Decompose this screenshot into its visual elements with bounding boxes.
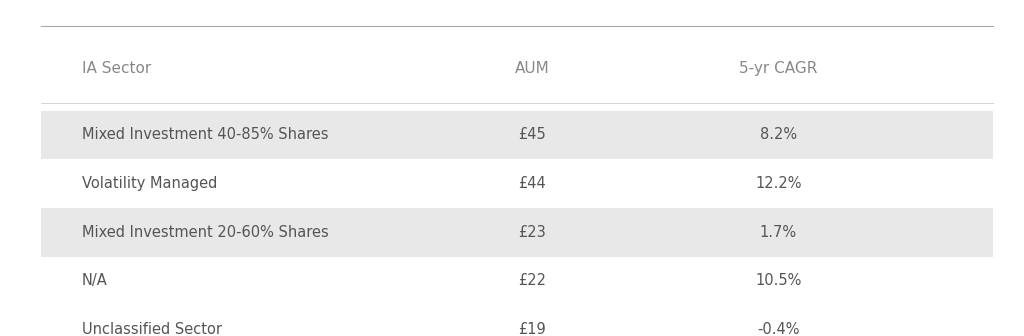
- Text: £22: £22: [518, 274, 547, 288]
- Text: 5-yr CAGR: 5-yr CAGR: [739, 61, 817, 76]
- Text: Mixed Investment 20-60% Shares: Mixed Investment 20-60% Shares: [82, 225, 329, 240]
- Text: 12.2%: 12.2%: [755, 176, 802, 191]
- Bar: [41, 111, 993, 159]
- Text: -0.4%: -0.4%: [757, 322, 800, 336]
- Text: £23: £23: [518, 225, 547, 240]
- Bar: [41, 208, 993, 257]
- Text: £19: £19: [518, 322, 547, 336]
- Text: Unclassified Sector: Unclassified Sector: [82, 322, 222, 336]
- Text: £44: £44: [518, 176, 547, 191]
- Text: AUM: AUM: [515, 61, 550, 76]
- Text: IA Sector: IA Sector: [82, 61, 152, 76]
- Text: £45: £45: [518, 127, 547, 142]
- Text: Volatility Managed: Volatility Managed: [82, 176, 217, 191]
- Bar: [41, 305, 993, 336]
- Bar: [41, 257, 993, 305]
- Text: Mixed Investment 40-85% Shares: Mixed Investment 40-85% Shares: [82, 127, 329, 142]
- Text: 1.7%: 1.7%: [760, 225, 797, 240]
- Text: 8.2%: 8.2%: [760, 127, 797, 142]
- Text: 10.5%: 10.5%: [755, 274, 802, 288]
- Bar: [41, 159, 993, 208]
- Text: N/A: N/A: [82, 274, 108, 288]
